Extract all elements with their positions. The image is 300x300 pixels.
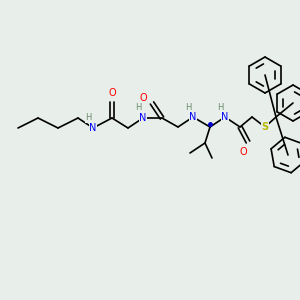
Text: H: H: [217, 103, 223, 112]
Text: O: O: [108, 88, 116, 98]
Text: H: H: [135, 103, 141, 112]
Text: O: O: [139, 93, 147, 103]
Text: N: N: [139, 113, 147, 123]
Text: S: S: [261, 122, 268, 132]
Text: N: N: [189, 112, 197, 122]
Text: O: O: [239, 147, 247, 157]
Text: H: H: [85, 113, 91, 122]
Text: H: H: [185, 103, 191, 112]
Text: N: N: [89, 123, 97, 133]
Text: N: N: [221, 112, 229, 122]
